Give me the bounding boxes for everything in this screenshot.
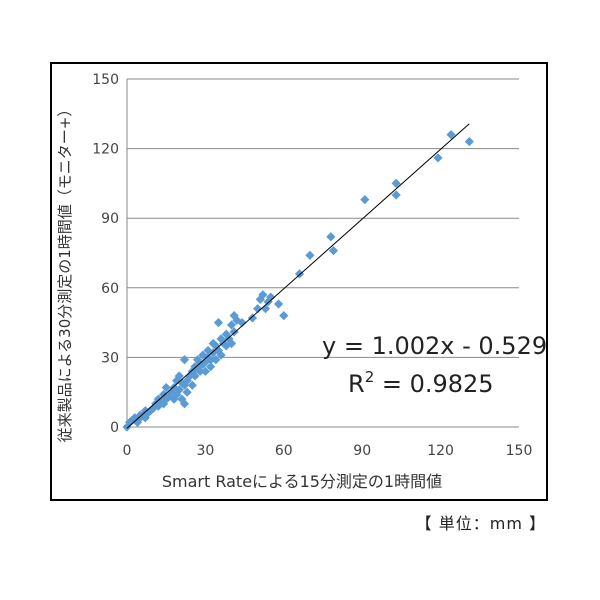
y-tick-label: 150 — [92, 72, 119, 88]
data-point — [305, 250, 315, 260]
y-tick-label: 0 — [110, 420, 119, 436]
scatter-chart: 0 30 60 90 120 150 0 30 60 90 120 150 y = 1.002x - … — [56, 72, 546, 491]
data-point — [200, 357, 210, 367]
axes — [126, 79, 519, 428]
data-point — [172, 376, 182, 386]
data-point — [206, 362, 216, 372]
data-point — [185, 371, 195, 381]
data-point — [253, 304, 263, 314]
data-point — [203, 352, 213, 362]
data-point — [229, 327, 239, 337]
data-point — [208, 348, 218, 358]
x-tick-label: 90 — [353, 443, 371, 459]
data-point — [213, 318, 224, 328]
data-point — [182, 376, 192, 386]
data-point — [446, 130, 456, 140]
data-point — [145, 406, 156, 416]
data-point — [464, 137, 474, 147]
data-point — [158, 389, 169, 400]
data-point — [177, 394, 187, 404]
data-point — [182, 387, 192, 397]
data-point — [179, 399, 190, 409]
data-point — [179, 355, 190, 365]
data-point — [164, 392, 174, 402]
data-point — [140, 413, 150, 423]
trendline-path — [126, 123, 470, 429]
data-point — [206, 355, 216, 365]
data-point — [198, 350, 208, 360]
data-point — [174, 371, 184, 381]
x-tick-label: 30 — [196, 443, 214, 459]
regression-equation: y = 1.002x - 0.529 — [322, 332, 546, 360]
x-tick-label: 150 — [506, 443, 533, 459]
chart-frame: 0 30 60 90 120 150 0 30 60 90 120 150 y = 1.002x - … — [50, 62, 548, 501]
x-tick-label: 0 — [123, 443, 132, 459]
data-point — [187, 380, 197, 390]
data-point — [328, 246, 339, 256]
data-point — [130, 413, 140, 423]
data-point — [216, 350, 226, 360]
data-point — [158, 399, 169, 409]
unit-note: 【 単位：mm 】 — [415, 514, 546, 533]
trendline — [126, 123, 470, 429]
data-point — [326, 232, 336, 242]
data-point — [174, 385, 184, 395]
data-point — [247, 313, 258, 323]
y-tick-label: 90 — [101, 211, 119, 227]
x-axis-label: Smart Rateによる15分測定の1時間値 — [162, 472, 442, 491]
data-point — [190, 371, 200, 381]
data-point — [127, 415, 137, 425]
x-tick-label: 60 — [275, 443, 293, 459]
data-point — [237, 318, 247, 328]
y-tick-label: 30 — [101, 350, 119, 366]
data-point — [161, 394, 171, 404]
data-point — [195, 366, 205, 376]
data-point — [391, 178, 401, 188]
data-point — [211, 341, 221, 351]
data-point — [200, 366, 210, 376]
data-point — [391, 190, 401, 200]
y-tick-label: 120 — [92, 142, 119, 158]
data-points — [122, 130, 474, 432]
data-point — [360, 195, 370, 205]
data-point — [273, 299, 284, 309]
y-axis-label: 従来製品による30分測定の1時間値（モニター+） — [56, 102, 74, 443]
data-point — [226, 320, 237, 330]
data-point — [140, 406, 150, 416]
data-point — [169, 394, 179, 404]
r-squared-label: R2 = 0.9825 — [348, 368, 494, 398]
axis-labels: 0 30 60 90 120 150 0 30 60 90 120 150 — [92, 72, 532, 459]
data-point — [433, 153, 443, 163]
data-point — [166, 387, 177, 397]
data-point — [161, 382, 171, 393]
data-point — [192, 355, 203, 365]
data-point — [138, 410, 148, 420]
data-point — [226, 338, 237, 349]
x-tick-label: 120 — [427, 443, 454, 459]
data-point — [216, 334, 226, 344]
grid-lines — [127, 78, 519, 358]
data-point — [224, 334, 234, 344]
data-point — [153, 394, 163, 404]
data-point — [266, 292, 276, 302]
data-point — [132, 417, 143, 427]
data-point — [279, 311, 289, 321]
y-tick-label: 60 — [101, 281, 119, 297]
data-point — [211, 355, 221, 365]
